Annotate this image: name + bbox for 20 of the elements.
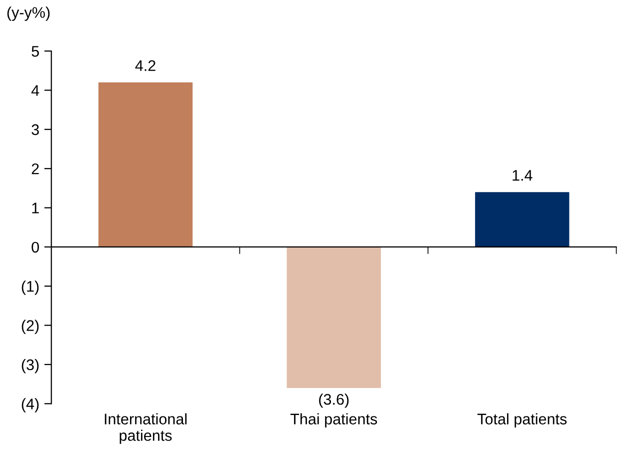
data-label: 4.2 [135, 60, 156, 71]
y-tick-label: 1 [32, 202, 39, 214]
x-tick-label: International patients [104, 413, 187, 444]
bar [286, 246, 381, 388]
bar [475, 192, 570, 247]
y-axis-title: (y-y%) [7, 6, 50, 21]
data-label: (3.6) [319, 394, 349, 408]
bar [98, 82, 193, 247]
y-tick-label: (4) [22, 398, 39, 412]
x-tick-label: Total patients [478, 413, 567, 428]
y-tick-label: 5 [32, 46, 39, 57]
y-tick-label: 4 [31, 85, 40, 96]
y-tick-label: (3) [22, 358, 39, 374]
x-tick-label: Thai patients [290, 413, 378, 428]
y-tick-label: 0 [32, 242, 39, 253]
y-tick-label: (1) [22, 280, 39, 295]
data-label: 1.4 [512, 170, 532, 181]
y-tick-label: 3 [32, 124, 39, 136]
y-tick-label: (2) [22, 320, 39, 334]
y-tick-label: 2 [32, 163, 39, 174]
